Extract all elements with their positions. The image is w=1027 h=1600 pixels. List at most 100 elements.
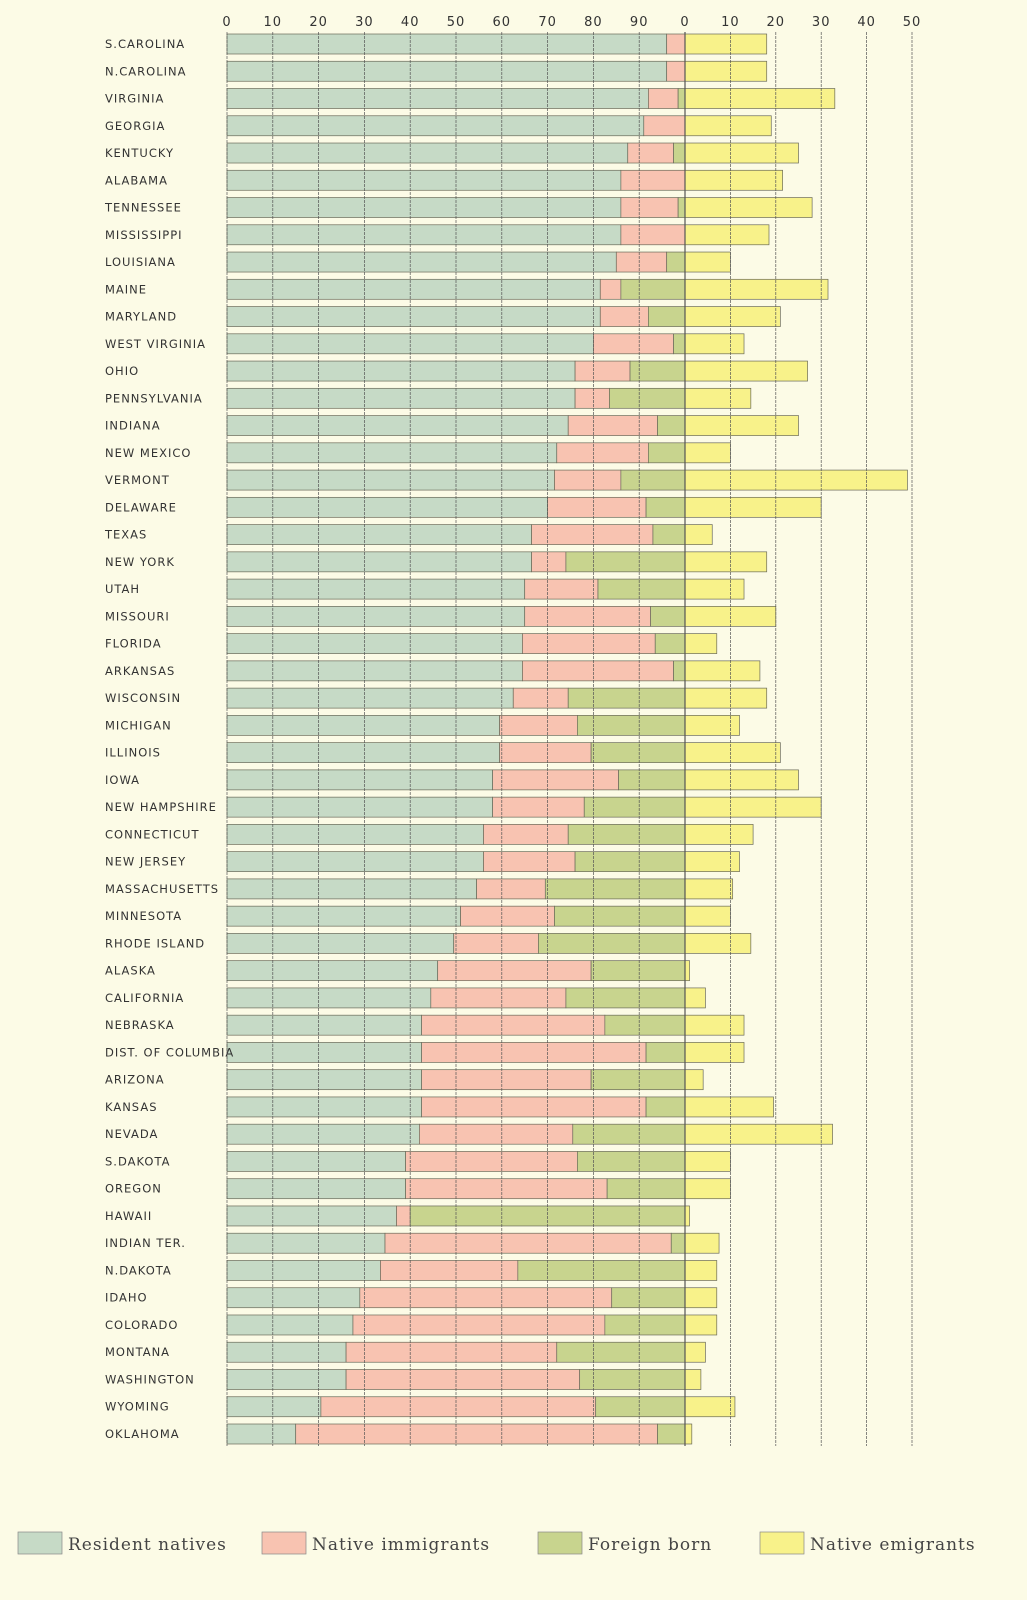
state-label: VIRGINIA — [105, 92, 164, 106]
state-label: MARYLAND — [105, 310, 177, 324]
resident-natives-bar — [226, 1341, 347, 1363]
resident-natives-bar — [226, 415, 569, 436]
foreign-born-bar — [606, 1178, 686, 1200]
native-emigrants-bar — [684, 1232, 720, 1254]
native-emigrants-bar — [684, 387, 752, 409]
native-emigrants-bar — [684, 1042, 745, 1063]
native-immigrants-bar — [352, 1314, 606, 1336]
native-immigrants-bar — [295, 1423, 658, 1445]
native-emigrants-bar — [684, 633, 718, 654]
native-immigrants-bar — [593, 333, 674, 355]
state-label: MISSOURI — [105, 609, 170, 623]
native-emigrants-bar — [684, 933, 752, 954]
native-emigrants-bar — [684, 60, 768, 82]
native-emigrants-bar — [684, 415, 799, 436]
state-label: ARIZONA — [105, 1073, 165, 1087]
resident-natives-bar — [226, 1069, 422, 1091]
foreign-born-bar — [670, 1232, 686, 1254]
native-emigrants-bar — [684, 878, 734, 900]
native-immigrants-bar — [524, 578, 599, 600]
legend-label: Foreign born — [588, 1535, 712, 1555]
native-emigrants-bar — [684, 742, 781, 763]
native-immigrants-bar — [531, 524, 654, 545]
resident-natives-bar — [226, 1178, 406, 1200]
right-axis-tick: 20 — [767, 15, 786, 30]
state-label: RHODE ISLAND — [105, 936, 205, 950]
foreign-born-bar — [556, 1341, 686, 1363]
native-emigrants-bar — [684, 115, 772, 137]
foreign-born-bar — [657, 415, 686, 436]
native-emigrants-bar — [684, 769, 799, 791]
native-immigrants-bar — [627, 142, 674, 164]
foreign-born-bar — [544, 878, 686, 900]
right-axis-tick: 40 — [857, 15, 876, 30]
foreign-born-bar — [673, 142, 686, 164]
foreign-born-bar — [567, 824, 686, 845]
left-axis-tick: 70 — [538, 15, 557, 30]
native-immigrants-bar — [574, 387, 610, 409]
resident-natives-bar — [226, 88, 649, 109]
native-immigrants-bar — [620, 169, 686, 191]
native-immigrants-bar — [599, 278, 622, 300]
native-immigrants-bar — [524, 606, 652, 627]
resident-natives-bar — [226, 1123, 420, 1145]
resident-natives-bar — [226, 1260, 381, 1281]
state-label: OREGON — [105, 1182, 162, 1196]
right-axis-tick: 0 — [680, 15, 689, 30]
native-immigrants-bar — [547, 496, 647, 518]
state-label: NEW HAMPSHIRE — [105, 800, 217, 814]
foreign-born-bar — [554, 905, 686, 927]
resident-natives-bar — [226, 987, 432, 1009]
foreign-born-bar — [567, 687, 686, 709]
native-immigrants-bar — [620, 197, 679, 218]
resident-natives-bar — [226, 960, 439, 982]
native-emigrants-bar — [684, 1178, 731, 1200]
resident-natives-bar — [226, 1314, 354, 1336]
native-immigrants-bar — [615, 251, 668, 273]
foreign-born-bar — [620, 278, 686, 300]
native-immigrants-bar — [405, 1151, 578, 1172]
resident-natives-bar — [226, 33, 668, 55]
native-immigrants-bar — [437, 960, 592, 982]
state-label: MASSACHUSETTS — [105, 882, 219, 896]
resident-natives-bar — [226, 142, 629, 164]
native-immigrants-bar — [345, 1341, 558, 1363]
native-immigrants-bar — [483, 824, 569, 845]
native-immigrants-bar — [567, 415, 658, 436]
resident-natives-bar — [226, 578, 526, 600]
resident-natives-bar — [226, 469, 555, 491]
foreign-born-bar — [677, 88, 686, 109]
left-axis-tick: 0 — [222, 15, 231, 30]
native-emigrants-bar — [684, 496, 822, 518]
native-immigrants-bar — [421, 1042, 647, 1063]
native-emigrants-bar — [684, 1151, 731, 1172]
state-label: S.DAKOTA — [105, 1154, 170, 1168]
resident-natives-bar — [226, 824, 484, 845]
native-emigrants-bar — [684, 1314, 718, 1336]
native-immigrants-bar — [476, 878, 546, 900]
native-emigrants-bar — [684, 1287, 718, 1309]
foreign-born-bar — [604, 1014, 686, 1036]
state-label: GEORGIA — [105, 119, 165, 133]
native-immigrants-bar — [499, 715, 578, 736]
native-emigrants-bar — [684, 88, 836, 109]
foreign-born-bar — [620, 469, 686, 491]
resident-natives-bar — [226, 360, 576, 382]
native-immigrants-bar — [556, 442, 649, 464]
foreign-born-bar — [645, 1042, 686, 1063]
native-emigrants-bar — [684, 905, 731, 927]
native-emigrants-bar — [684, 687, 768, 709]
left-axis-tick: 30 — [355, 15, 374, 30]
foreign-born-bar — [579, 1369, 686, 1390]
native-emigrants-bar — [684, 1069, 704, 1091]
resident-natives-bar — [226, 796, 493, 818]
native-immigrants-bar — [666, 33, 686, 55]
state-label: NEW MEXICO — [105, 446, 191, 460]
native-immigrants-bar — [643, 115, 686, 137]
state-label: DELAWARE — [105, 500, 177, 514]
state-label: NEW YORK — [105, 555, 175, 569]
resident-natives-bar — [226, 633, 523, 654]
native-immigrants-bar — [522, 633, 656, 654]
state-label: NEVADA — [105, 1127, 158, 1141]
